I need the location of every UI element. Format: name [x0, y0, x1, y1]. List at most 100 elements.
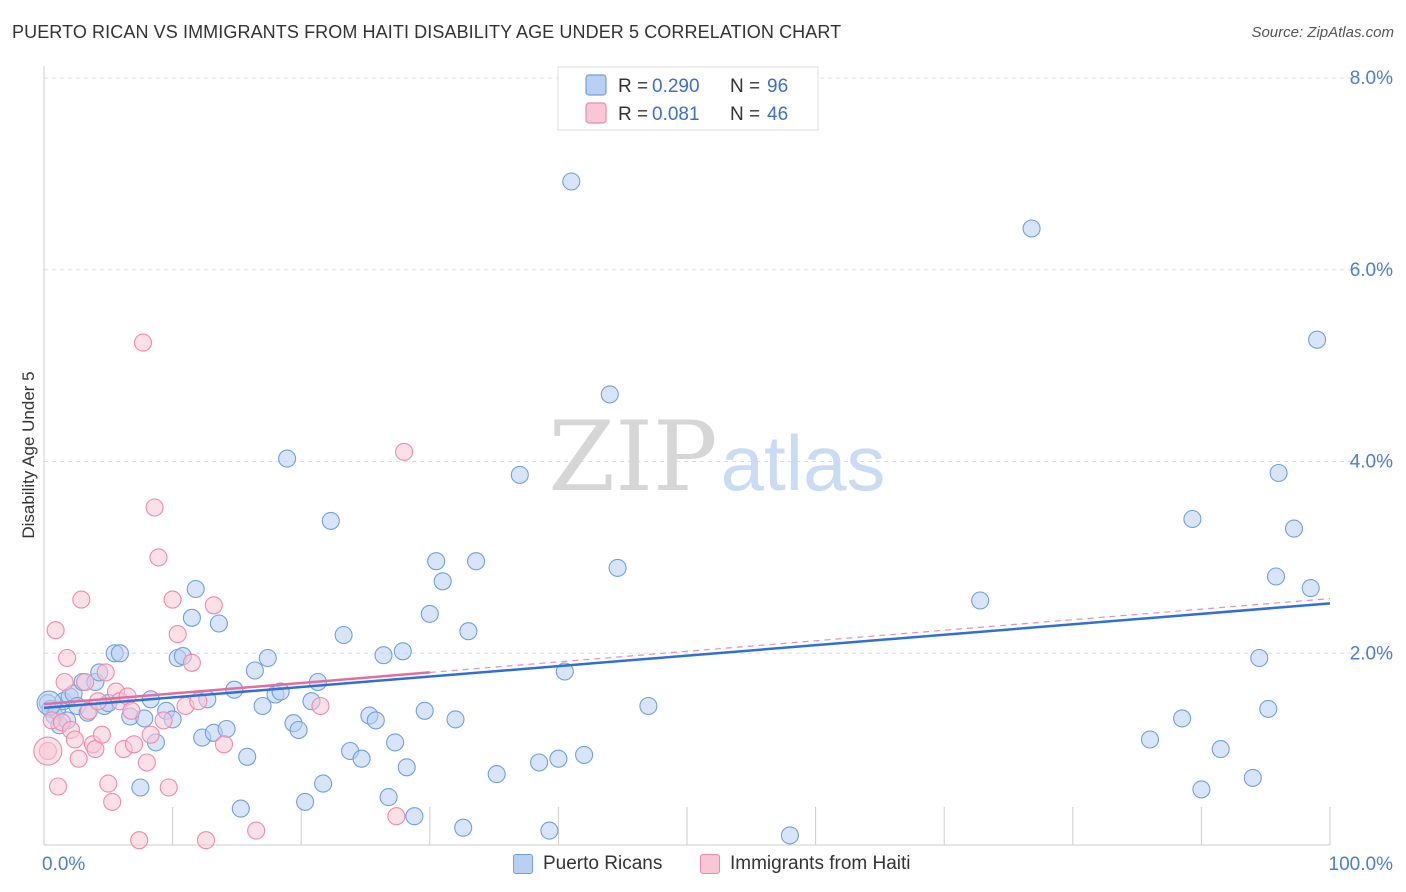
puerto-rican-point: [352, 749, 371, 768]
puerto-rican-point: [1243, 768, 1262, 787]
puerto-rican-point: [209, 614, 228, 633]
puerto-rican-point: [420, 604, 439, 623]
puerto-rican-point: [555, 662, 574, 681]
puerto-rican-point: [1183, 509, 1202, 529]
legend-r-value: 0.290: [652, 76, 700, 97]
puerto-rican-point: [1301, 579, 1320, 598]
chart-title: PUERTO RICAN VS IMMIGRANTS FROM HAITI DI…: [12, 22, 842, 42]
axes: [43, 66, 1331, 846]
puerto-rican-point: [405, 807, 424, 826]
puerto-rican-point: [427, 552, 446, 571]
haiti-point: [311, 696, 330, 716]
puerto-rican-point: [510, 465, 529, 484]
haiti-point: [55, 672, 74, 692]
haiti-point: [163, 590, 182, 609]
legend-stats-swatch: [585, 102, 607, 124]
puerto-rican-point: [530, 753, 549, 772]
puerto-rican-point: [575, 745, 594, 764]
bottom-legend: Puerto Ricans Immigrants from Haiti: [0, 851, 1406, 879]
haiti-point: [137, 753, 156, 772]
haiti-point: [130, 831, 149, 850]
puerto-rican-point: [467, 552, 486, 571]
haiti-point: [49, 777, 68, 796]
puerto-rican-point: [1140, 730, 1160, 749]
legend-n-value: 46: [767, 104, 788, 125]
haiti-point: [103, 792, 122, 811]
haiti-point: [247, 821, 266, 840]
watermark-atlas: atlas: [721, 419, 886, 507]
haiti-point: [182, 653, 201, 672]
puerto-rican-point: [334, 625, 353, 645]
haiti-point: [387, 807, 406, 826]
puerto-rican-point: [231, 799, 250, 818]
tick-labels: 2.0% 4.0% 6.0% 8.0% 0.0% 100.0%: [42, 68, 1393, 875]
puerto-rican-point: [1269, 463, 1288, 483]
legend-stats-box: R = 0.290 N = 96 R = 0.081 N = 46: [557, 66, 819, 131]
puerto-rican-point: [386, 733, 405, 752]
haiti-point: [65, 730, 84, 749]
y-tick-label: 6.0%: [1350, 260, 1393, 281]
haiti-point: [168, 625, 187, 644]
puerto-rican-point: [366, 711, 385, 730]
puerto-rican-point: [549, 749, 568, 768]
haiti-point: [58, 648, 77, 668]
grid-lines: [44, 77, 1392, 654]
y-tick-label: 4.0%: [1350, 452, 1393, 473]
x-tick-label-right: 100.0%: [1329, 854, 1394, 875]
puerto-rican-point: [600, 385, 619, 404]
haiti-point: [72, 590, 91, 609]
watermark-zip: ZIP: [548, 401, 717, 513]
y-axis-label: Disability Age Under 5: [19, 371, 38, 538]
haiti-point: [99, 774, 118, 793]
trend-line-immigrants-from-haiti: [43, 671, 430, 706]
puerto-rican-point: [1192, 780, 1211, 799]
puerto-rican-point: [186, 579, 205, 599]
haiti-point: [76, 672, 95, 692]
puerto-rican-point: [454, 818, 473, 837]
y-tick-label: 8.0%: [1350, 68, 1393, 89]
puerto-rican-point: [459, 622, 478, 641]
puerto-rican-point: [446, 710, 465, 729]
puerto-rican-point: [258, 648, 277, 668]
haiti-point: [69, 749, 88, 768]
haiti-point: [141, 725, 160, 744]
legend-swatch-immigrants-from-haiti: [700, 854, 720, 874]
haiti-point: [33, 736, 63, 766]
puerto-rican-point: [393, 642, 412, 661]
series-immigrants-from-haiti: [33, 333, 414, 850]
legend-n-value: 96: [767, 76, 788, 97]
legend-r-value: 0.081: [652, 104, 700, 125]
puerto-rican-point: [253, 696, 272, 716]
puerto-rican-point: [971, 591, 990, 610]
legend-label-puerto-ricans: Puerto Ricans: [543, 853, 663, 874]
y-axis-label-group: Disability Age Under 5: [19, 371, 38, 538]
haiti-point: [145, 498, 164, 517]
puerto-rican-point: [1022, 219, 1041, 238]
puerto-rican-point: [1284, 519, 1304, 538]
x-tick-label-left: 0.0%: [42, 854, 85, 875]
legend-r-label: R =: [618, 76, 648, 97]
puerto-rican-point: [397, 758, 416, 777]
legend-r-label: R =: [618, 104, 648, 125]
source-label: Source: ZipAtlas.com: [1251, 24, 1394, 41]
haiti-point: [196, 831, 216, 850]
puerto-rican-point: [562, 172, 581, 191]
puerto-rican-point: [296, 792, 315, 811]
puerto-rican-point: [374, 646, 393, 665]
haiti-point: [204, 596, 223, 615]
puerto-rican-point: [1250, 648, 1269, 668]
puerto-rican-point: [321, 511, 340, 530]
puerto-rican-point: [245, 661, 264, 680]
puerto-rican-point: [639, 696, 658, 716]
puerto-rican-point: [238, 747, 257, 766]
puerto-rican-point: [1308, 330, 1327, 349]
puerto-rican-point: [1173, 709, 1192, 728]
puerto-rican-point: [780, 826, 799, 845]
legend-item-immigrants-from-haiti[interactable]: Immigrants from Haiti: [700, 853, 911, 875]
trend-line-puerto-ricans: [43, 602, 1331, 710]
puerto-rican-point: [487, 765, 506, 784]
legend-item-puerto-ricans[interactable]: Puerto Ricans: [513, 853, 662, 875]
legend-swatch-puerto-ricans: [513, 854, 533, 874]
puerto-rican-point: [131, 778, 150, 797]
